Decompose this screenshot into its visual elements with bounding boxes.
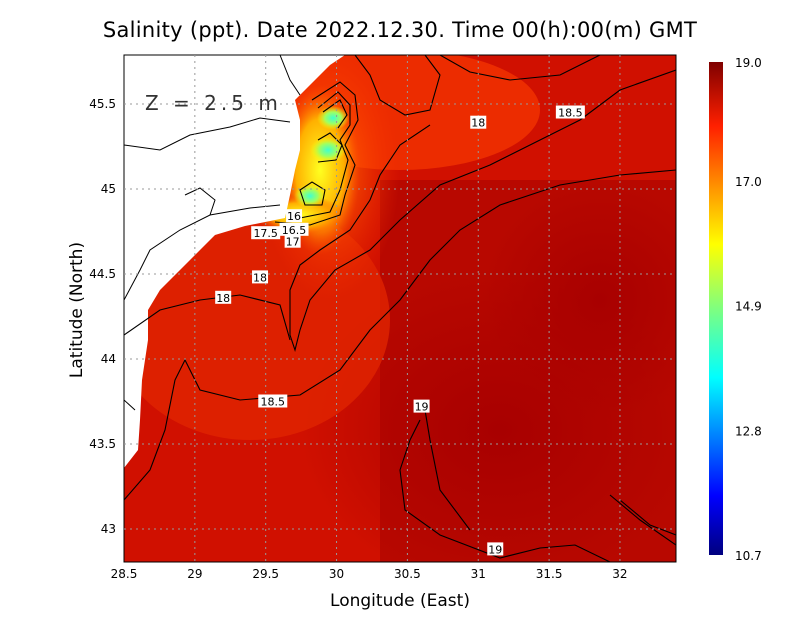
x-axis-ticks: 28.5 29 29.5 30 30.5 31 31.5 32 — [111, 567, 628, 581]
x-tick-label: 31.5 — [536, 567, 563, 581]
y-tick-label: 44.5 — [89, 267, 116, 281]
x-tick-label: 31 — [471, 567, 486, 581]
contour-label: 17 — [286, 236, 300, 249]
field — [124, 55, 676, 562]
colorbar-tick-label: 10.7 — [735, 549, 762, 563]
contour-label-bg — [286, 209, 303, 223]
colorbar-tick-label: 19.0 — [735, 56, 762, 70]
contour-label-bg — [555, 105, 585, 119]
contour-label-bg — [215, 290, 232, 304]
contour-label: 16 — [287, 210, 301, 223]
colorbar — [709, 62, 723, 555]
depth-annotation: Z = 2.5 m — [145, 91, 282, 115]
colorbar-tick-label: 12.8 — [735, 424, 762, 438]
gridlines — [124, 55, 676, 562]
x-tick-label: 28.5 — [111, 567, 138, 581]
contour-label: 19 — [488, 543, 502, 556]
contour-label: 18 — [471, 117, 485, 130]
contour-label-bg — [252, 270, 269, 284]
colorbar-tick-label: 17.0 — [735, 175, 762, 189]
plot-frame — [123, 54, 677, 563]
x-tick-label: 29.5 — [252, 567, 279, 581]
contour-label-bg — [413, 399, 430, 413]
contours — [124, 55, 676, 562]
x-tick-label: 32 — [612, 567, 627, 581]
contour-label-bg — [487, 542, 504, 556]
y-tick-label: 43 — [101, 522, 116, 536]
contour-label: 18 — [253, 271, 267, 284]
x-axis-label: Longitude (East) — [330, 591, 470, 611]
y-axis-label: Latitude (North) — [67, 242, 87, 378]
contour-label-bg — [279, 222, 309, 236]
y-axis-ticks: 43 43.5 44 44.5 45 45.5 — [89, 97, 116, 536]
contour-label: 16.5 — [282, 224, 307, 237]
contour-label-bg — [251, 226, 281, 240]
land — [124, 55, 345, 468]
contour-label: 18.5 — [261, 396, 286, 409]
y-tick-label: 45 — [101, 182, 116, 196]
contour-label-bg — [258, 394, 288, 408]
x-tick-label: 30.5 — [394, 567, 421, 581]
colorbar-ticks: 10.7 12.8 14.9 17.0 19.0 — [735, 56, 762, 563]
contour-label-bg — [284, 234, 301, 248]
chart-title: Salinity (ppt). Date 2022.12.30. Time 00… — [102, 18, 698, 42]
contour-label-bg — [470, 115, 487, 129]
coastline — [124, 55, 301, 411]
contour-labels: 18 18.5 16 17.5 16.517 18 18 18.5 19 19 — [215, 105, 585, 556]
colorbar-tick-label: 14.9 — [735, 300, 762, 314]
x-tick-label: 30 — [329, 567, 344, 581]
contour-label: 18.5 — [558, 107, 583, 120]
y-tick-label: 44 — [101, 352, 116, 366]
y-tick-label: 43.5 — [89, 437, 116, 451]
contour-label: 17.5 — [253, 227, 278, 240]
x-tick-label: 29 — [187, 567, 202, 581]
y-tick-label: 45.5 — [89, 97, 116, 111]
contour-label: 18 — [216, 292, 230, 305]
contour-label: 19 — [415, 401, 429, 414]
